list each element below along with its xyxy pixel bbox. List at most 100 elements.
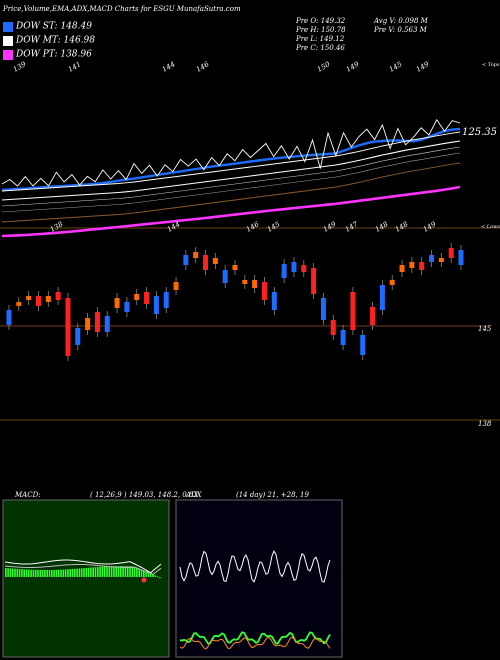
adx-minus-di-line [179, 636, 331, 650]
candle-body [291, 262, 297, 272]
macd-panel [2, 499, 170, 658]
candle-body [311, 268, 317, 294]
macd-bar [138, 568, 140, 577]
macd-bar [131, 566, 134, 577]
candle-right-label: < Lows [481, 224, 500, 230]
macd-bar [133, 566, 136, 577]
candle-body [350, 292, 356, 330]
macd-bar [62, 569, 65, 577]
macd-bar [46, 569, 48, 577]
legend-label: DOW PT: 138.96 [16, 49, 92, 60]
macd-bar [39, 569, 42, 577]
candle-body [360, 335, 366, 355]
macd-bar [149, 573, 152, 577]
macd-bar [80, 568, 83, 577]
candle-body [124, 302, 130, 312]
candle-body [134, 294, 140, 300]
macd-bar [106, 566, 108, 577]
series-line-dow-pt [1, 185, 461, 238]
macd-bar [30, 569, 32, 577]
candle-body [261, 282, 267, 300]
candle-body [65, 298, 71, 356]
candle-level-label: 145 [478, 325, 492, 333]
macd-bar [32, 569, 35, 577]
candle-body [193, 252, 199, 258]
candle-body [163, 292, 169, 308]
envelope-line [1, 146, 461, 207]
macd-values: ( 12,26,9 ) 149.03, 148.2, 0.83 [90, 491, 198, 499]
price-line [1, 118, 461, 187]
macd-bar [120, 566, 122, 577]
envelope-line [1, 162, 461, 223]
legend-swatch [3, 21, 13, 32]
macd-bar [14, 568, 16, 577]
macd-bar [64, 569, 67, 577]
macd-bar [53, 569, 55, 577]
candle-body [203, 255, 209, 270]
macd-bar [21, 569, 23, 577]
candle-body [389, 280, 395, 285]
ema-lines [1, 118, 461, 238]
price-right-label: < Tops [482, 62, 500, 68]
candle-body [104, 316, 110, 332]
candle-body [212, 258, 218, 264]
macd-bar [94, 567, 97, 577]
candle-body [429, 255, 435, 262]
macd-bar [5, 568, 7, 577]
legend-label: DOW MT: 146.98 [16, 35, 95, 46]
macd-bar [136, 567, 138, 577]
macd-bar [67, 569, 69, 577]
macd-bar [7, 568, 9, 577]
macd-bar [154, 575, 157, 577]
series-line-dow-st [1, 127, 461, 192]
macd-bar [152, 574, 154, 577]
candle-body [183, 255, 189, 265]
macd-bar [51, 569, 53, 577]
macd-bar [143, 570, 145, 577]
macd-bar [126, 566, 129, 577]
macd-bar [140, 569, 143, 577]
candle-body [114, 298, 120, 308]
macd-bar [156, 576, 159, 578]
macd-bar [83, 568, 85, 577]
candle-body [409, 262, 415, 268]
candle-body [144, 292, 150, 304]
macd-line [4, 559, 162, 574]
candle-body [173, 282, 179, 290]
macd-bar [57, 569, 60, 577]
candle-body [16, 302, 22, 306]
candle-body [281, 264, 287, 278]
envelope-line [1, 152, 461, 213]
candle-body [45, 296, 51, 302]
macd-bar [11, 568, 14, 577]
macd-bar [28, 569, 30, 577]
legend-dow-st: DOW ST: 148.49 [3, 16, 92, 32]
macd-bar [60, 569, 62, 577]
macd-histogram [5, 566, 161, 579]
legend-swatch [3, 35, 13, 46]
macd-bar [117, 566, 120, 577]
macd-bar [103, 566, 106, 577]
macd-bar [108, 566, 111, 577]
envelope-line [1, 131, 461, 192]
macd-label: MACD: [15, 491, 41, 499]
stat-pre-high: Pre H: 150.78 [296, 26, 346, 34]
candle-body [340, 330, 346, 345]
candle-body [75, 328, 81, 345]
adx-line [179, 549, 331, 583]
macd-bar [115, 566, 117, 577]
macd-bar [90, 567, 92, 577]
legend-dow-pt: DOW PT: 138.96 [3, 44, 92, 60]
macd-bar [87, 567, 90, 577]
macd-bar [124, 566, 127, 577]
candle-body [320, 298, 326, 320]
macd-bar [23, 569, 25, 577]
page-title: Price,Volume,EMA,ADX,MACD Charts for ESG… [3, 5, 241, 13]
macd-bar [48, 569, 51, 577]
candle-body [438, 258, 444, 262]
candle-body [370, 307, 376, 325]
macd-bar [37, 569, 39, 577]
adx-label: ADX [186, 491, 202, 499]
macd-bar [122, 566, 124, 577]
stat-pre-low: Pre L: 149.12 [296, 35, 345, 43]
